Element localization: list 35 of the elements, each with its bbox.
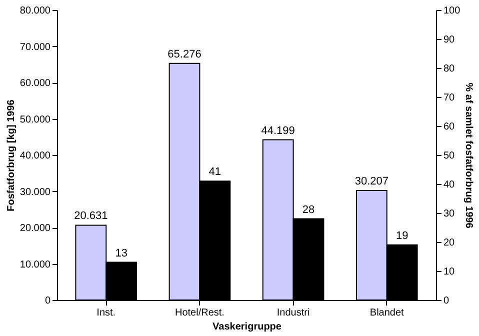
y2-tick-label: 100 xyxy=(444,6,461,16)
data-label: 28 xyxy=(302,204,315,216)
y2-axis-title: % af samlet fosfatforbrug 1996 xyxy=(463,82,474,229)
y2-tick-label: 0 xyxy=(444,296,450,306)
y-axis-title: Fosfatforbrug [kg] 1996 xyxy=(6,99,17,212)
y2-tick-label: 90 xyxy=(444,34,456,46)
y-tick-label: 10.000 xyxy=(20,259,51,270)
y-tick-label: 0 xyxy=(44,296,51,306)
data-label: 65.276 xyxy=(168,48,202,60)
y2-tick-label: 40 xyxy=(444,180,456,190)
y-tick-label: 20.000 xyxy=(20,223,51,234)
y2-tick-label: 80 xyxy=(444,64,456,74)
y2-tick-label: 70 xyxy=(444,92,456,104)
y2-tick-label: 50 xyxy=(444,150,456,162)
y2-tick-label: 20 xyxy=(444,238,456,248)
y-tick-label: 60.000 xyxy=(20,78,51,89)
data-label: 44.199 xyxy=(261,124,295,137)
x-tick-label: Blandet xyxy=(370,308,404,318)
x-tick-label: Hotel/Rest. xyxy=(174,308,224,318)
x-tick-label: Industri xyxy=(276,308,310,318)
x-tick-label: Inst. xyxy=(96,308,116,318)
y-tick-label: 30.000 xyxy=(20,186,51,198)
y2-tick-label: 10 xyxy=(444,266,456,278)
data-label: 19 xyxy=(396,230,408,242)
y-tick-label: 40.000 xyxy=(20,150,51,162)
data-label: 41 xyxy=(208,166,222,178)
y2-tick-label: 30 xyxy=(444,208,456,220)
x-axis-title: Vaskerigruppe xyxy=(212,322,282,332)
y-tick-label: 80.000 xyxy=(20,6,51,16)
data-label: 13 xyxy=(115,247,128,260)
data-label: 30.207 xyxy=(354,176,388,188)
y2-tick-label: 60 xyxy=(444,122,456,132)
data-label: 20.631 xyxy=(74,210,108,222)
y-tick-label: 70.000 xyxy=(20,42,51,53)
y-tick-label: 50.000 xyxy=(20,114,51,126)
